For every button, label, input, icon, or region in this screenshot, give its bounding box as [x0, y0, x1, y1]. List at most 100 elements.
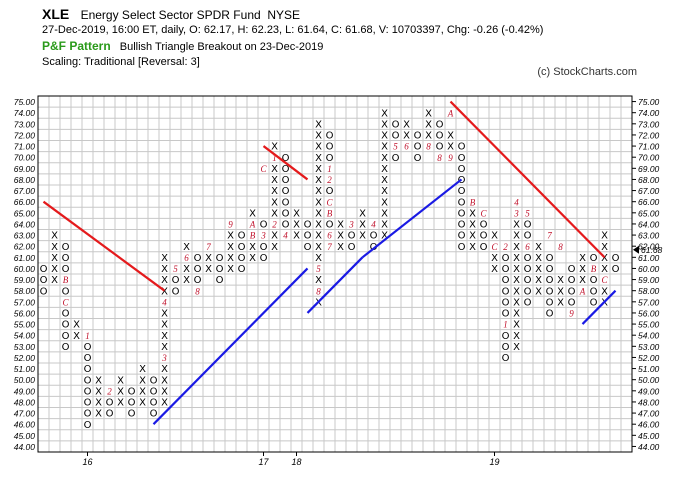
- pf-o-mark: O: [502, 275, 510, 286]
- pf-x-mark: X: [205, 264, 212, 275]
- pf-x-mark: X: [315, 131, 322, 142]
- month-marker: 6: [327, 231, 332, 241]
- y-tick-label-right: 60.00: [638, 264, 660, 274]
- y-tick-label-left: 47.00: [14, 409, 36, 419]
- pf-x-mark: X: [315, 208, 322, 219]
- pf-o-mark: O: [84, 420, 92, 431]
- pf-o-mark: O: [128, 398, 136, 409]
- pf-x-mark: X: [513, 309, 520, 320]
- pf-x-mark: X: [579, 253, 586, 264]
- pf-x-mark: X: [293, 220, 300, 231]
- pf-x-mark: X: [381, 153, 388, 164]
- pf-x-mark: X: [139, 398, 146, 409]
- pf-o-mark: O: [62, 264, 70, 275]
- x-tick-label: 17: [258, 457, 269, 467]
- pf-x-mark: X: [227, 253, 234, 264]
- scaling-info: Scaling: Traditional [Reversal: 3]: [42, 56, 200, 68]
- pf-x-mark: X: [513, 275, 520, 286]
- pf-o-mark: O: [150, 398, 158, 409]
- month-marker: 1: [503, 320, 508, 330]
- month-marker: 8: [426, 142, 431, 152]
- month-marker: 3: [513, 208, 519, 218]
- pf-o-mark: O: [62, 320, 70, 331]
- pf-o-mark: O: [282, 153, 290, 164]
- pf-o-mark: O: [480, 220, 488, 231]
- y-tick-label-left: 62.00: [14, 242, 36, 252]
- pf-x-mark: X: [359, 208, 366, 219]
- pf-x-mark: X: [161, 375, 168, 386]
- y-tick-label-right: 53.00: [638, 342, 660, 352]
- pf-o-mark: O: [392, 119, 400, 130]
- y-tick-label-left: 63.00: [14, 231, 36, 241]
- pf-x-mark: X: [579, 275, 586, 286]
- pf-x-mark: X: [469, 231, 476, 242]
- y-tick-label-left: 44.00: [14, 442, 36, 452]
- pf-o-mark: O: [524, 297, 532, 308]
- pf-o-mark: O: [40, 286, 48, 297]
- trendline: [361, 178, 463, 259]
- trendline: [581, 289, 617, 325]
- pf-o-mark: O: [194, 264, 202, 275]
- title-line: XLE Energy Select Sector SPDR Fund NYSE: [42, 6, 300, 22]
- x-tick-label: 19: [489, 457, 499, 467]
- pf-o-mark: O: [194, 275, 202, 286]
- month-marker: 8: [316, 286, 321, 296]
- month-marker: 5: [393, 142, 398, 152]
- pf-x-mark: X: [117, 398, 124, 409]
- pf-x-mark: X: [161, 342, 168, 353]
- pf-o-mark: O: [260, 253, 268, 264]
- pf-x-mark: X: [161, 320, 168, 331]
- pf-x-mark: X: [535, 264, 542, 275]
- month-marker: C: [480, 208, 487, 218]
- y-tick-label-right: 51.00: [638, 364, 660, 374]
- pf-o-mark: O: [260, 242, 268, 253]
- pf-x-mark: X: [161, 398, 168, 409]
- pf-o-mark: O: [216, 264, 224, 275]
- pf-x-mark: X: [227, 231, 234, 242]
- pf-x-mark: X: [447, 131, 454, 142]
- pf-x-mark: X: [271, 242, 278, 253]
- pf-o-mark: O: [326, 220, 334, 231]
- month-marker: 9: [228, 220, 233, 230]
- y-tick-label-right: 75.00: [638, 97, 660, 107]
- pf-o-mark: O: [524, 275, 532, 286]
- pf-o-mark: O: [238, 264, 246, 275]
- fund-name: Energy Select Sector SPDR Fund: [80, 8, 261, 22]
- month-marker: 1: [85, 331, 90, 341]
- pf-o-mark: O: [568, 275, 576, 286]
- month-marker: B: [591, 264, 597, 274]
- pf-x-mark: X: [513, 320, 520, 331]
- y-tick-label-left: 65.00: [14, 208, 36, 218]
- month-marker: 3: [348, 220, 354, 230]
- pf-o-mark: O: [546, 309, 554, 320]
- pf-o-mark: O: [282, 208, 290, 219]
- pf-o-mark: O: [590, 275, 598, 286]
- y-tick-label-right: 48.00: [638, 397, 660, 407]
- month-marker: 9: [569, 309, 574, 319]
- pf-x-mark: X: [51, 253, 58, 264]
- month-marker: 4: [514, 197, 519, 207]
- pf-o-mark: O: [260, 220, 268, 231]
- pf-o-mark: O: [568, 264, 576, 275]
- pf-x-mark: X: [535, 286, 542, 297]
- pf-x-mark: X: [51, 231, 58, 242]
- pf-o-mark: O: [84, 375, 92, 386]
- pattern-label: P&F Pattern: [42, 39, 111, 53]
- y-tick-label-left: 59.00: [14, 275, 36, 285]
- pf-o-mark: O: [590, 286, 598, 297]
- x-tick-label: 16: [82, 457, 92, 467]
- pf-x-mark: X: [249, 208, 256, 219]
- month-marker: A: [447, 108, 454, 118]
- month-marker: B: [470, 197, 476, 207]
- month-marker: 4: [283, 231, 288, 241]
- pf-o-mark: O: [62, 242, 70, 253]
- pf-x-mark: X: [315, 197, 322, 208]
- x-axis-labels: 16 17 18 19: [82, 452, 500, 467]
- pf-o-mark: O: [458, 142, 466, 153]
- pf-x-mark: X: [381, 108, 388, 119]
- pf-x-mark: X: [205, 253, 212, 264]
- pf-o-mark: O: [502, 309, 510, 320]
- trendline: [152, 267, 309, 425]
- pf-x-mark: X: [271, 175, 278, 186]
